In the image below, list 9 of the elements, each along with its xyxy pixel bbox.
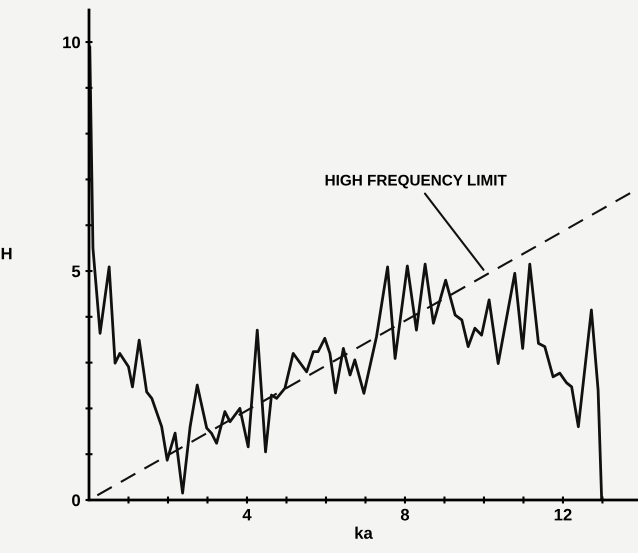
y-tick-label: 10 [63, 36, 80, 48]
x-tick-label: 4 [242, 508, 252, 520]
y-tick-label: 5 [72, 266, 80, 278]
annotation: HIGH FREQUENCY LIMIT [326, 174, 507, 188]
x-tick-label: 12 [554, 508, 572, 520]
y-tick-label: 0 [72, 494, 80, 506]
y-axis-title: H [2, 248, 12, 260]
x-tick-label: 8 [400, 508, 410, 521]
x-axis-title: ka [355, 526, 373, 539]
